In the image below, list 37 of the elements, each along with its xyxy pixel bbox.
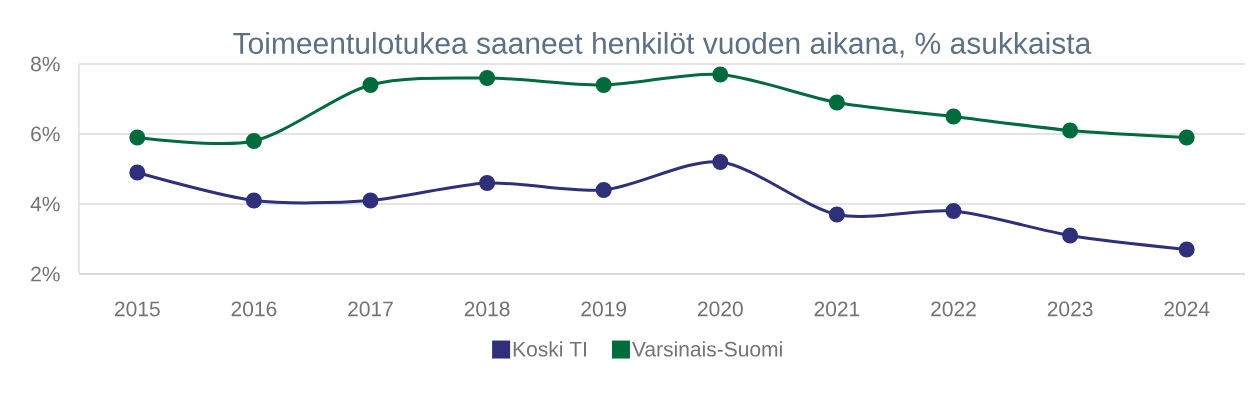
legend-label: Varsinais-Suomi bbox=[632, 341, 782, 357]
point bbox=[245, 133, 262, 149]
x-tick-label: 2017 bbox=[348, 301, 393, 317]
x-tick-label: 2016 bbox=[231, 301, 277, 317]
point bbox=[1178, 241, 1195, 258]
point bbox=[712, 66, 729, 83]
point bbox=[595, 77, 612, 93]
x-tick-label: 2021 bbox=[814, 301, 860, 317]
point bbox=[479, 175, 496, 191]
x-tick-label: 2015 bbox=[115, 301, 160, 317]
point bbox=[362, 192, 379, 209]
y-tick-label: 8% bbox=[31, 56, 60, 72]
y-tick-label: 4% bbox=[30, 196, 60, 212]
point bbox=[1178, 129, 1195, 146]
point bbox=[595, 182, 612, 198]
point bbox=[712, 154, 729, 170]
y-tick-label: 6% bbox=[31, 126, 60, 142]
point bbox=[245, 192, 262, 209]
point bbox=[129, 164, 146, 181]
x-tick-label: 2024 bbox=[1164, 301, 1210, 317]
point bbox=[828, 94, 845, 111]
x-tick-label: 2018 bbox=[464, 301, 510, 317]
point bbox=[362, 77, 379, 93]
point bbox=[479, 70, 496, 86]
point bbox=[1062, 227, 1079, 244]
point bbox=[945, 203, 962, 219]
point bbox=[828, 206, 845, 223]
x-tick-label: 2022 bbox=[931, 301, 976, 317]
legend-label: Koski TI bbox=[513, 341, 586, 357]
x-tick-label: 2023 bbox=[1047, 301, 1093, 317]
y-tick-label: 2% bbox=[31, 266, 60, 282]
point bbox=[129, 129, 146, 146]
point bbox=[945, 108, 962, 125]
x-tick-label: 2019 bbox=[581, 301, 627, 317]
point bbox=[1062, 122, 1079, 139]
x-tick-label: 2020 bbox=[698, 301, 743, 317]
chart-title: Toimeentulotukea saaneet henkilöt vuoden aikana, % asukkaista bbox=[233, 31, 1092, 58]
